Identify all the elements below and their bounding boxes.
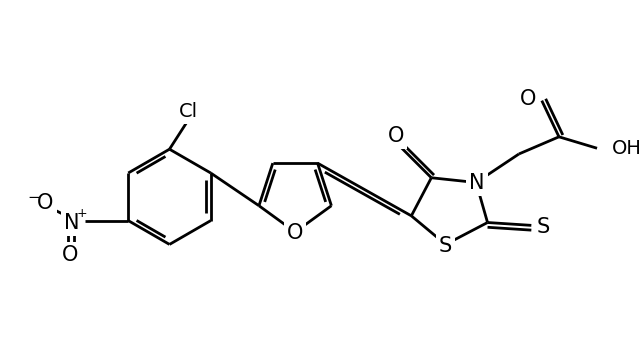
Text: N: N	[469, 173, 485, 192]
Text: O: O	[520, 89, 537, 109]
Text: O: O	[62, 245, 78, 265]
Text: N: N	[65, 212, 80, 233]
Text: S: S	[439, 236, 452, 256]
Text: O: O	[388, 126, 404, 146]
Text: +: +	[76, 208, 87, 220]
Text: Cl: Cl	[179, 102, 198, 121]
Text: OH: OH	[612, 139, 640, 158]
Text: O: O	[287, 223, 303, 243]
Text: −: −	[28, 190, 40, 205]
Text: O: O	[37, 193, 54, 213]
Text: S: S	[536, 217, 549, 237]
